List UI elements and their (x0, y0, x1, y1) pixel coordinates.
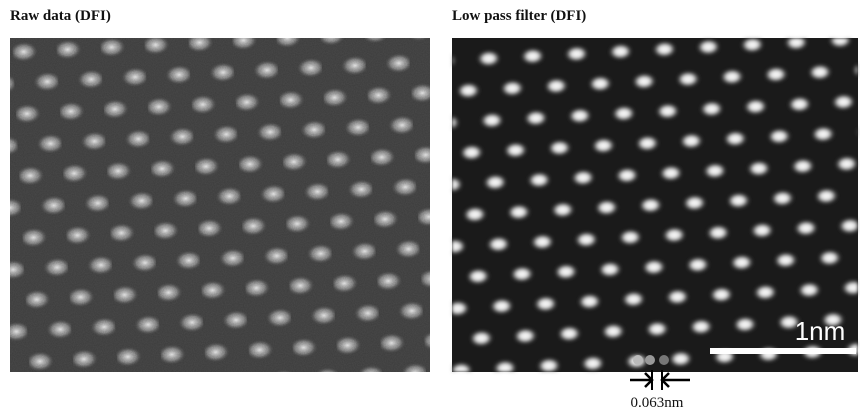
raw-image (10, 38, 430, 372)
measurement-label: 0.063nm (631, 395, 684, 411)
scale-label: 1nm (795, 316, 846, 346)
panel-title: Low pass filter (DFI) (452, 8, 586, 24)
filtered-image (452, 38, 858, 372)
measurement-marker (630, 355, 690, 390)
scale-bar (710, 348, 856, 354)
panel-title: Raw data (DFI) (10, 8, 111, 24)
